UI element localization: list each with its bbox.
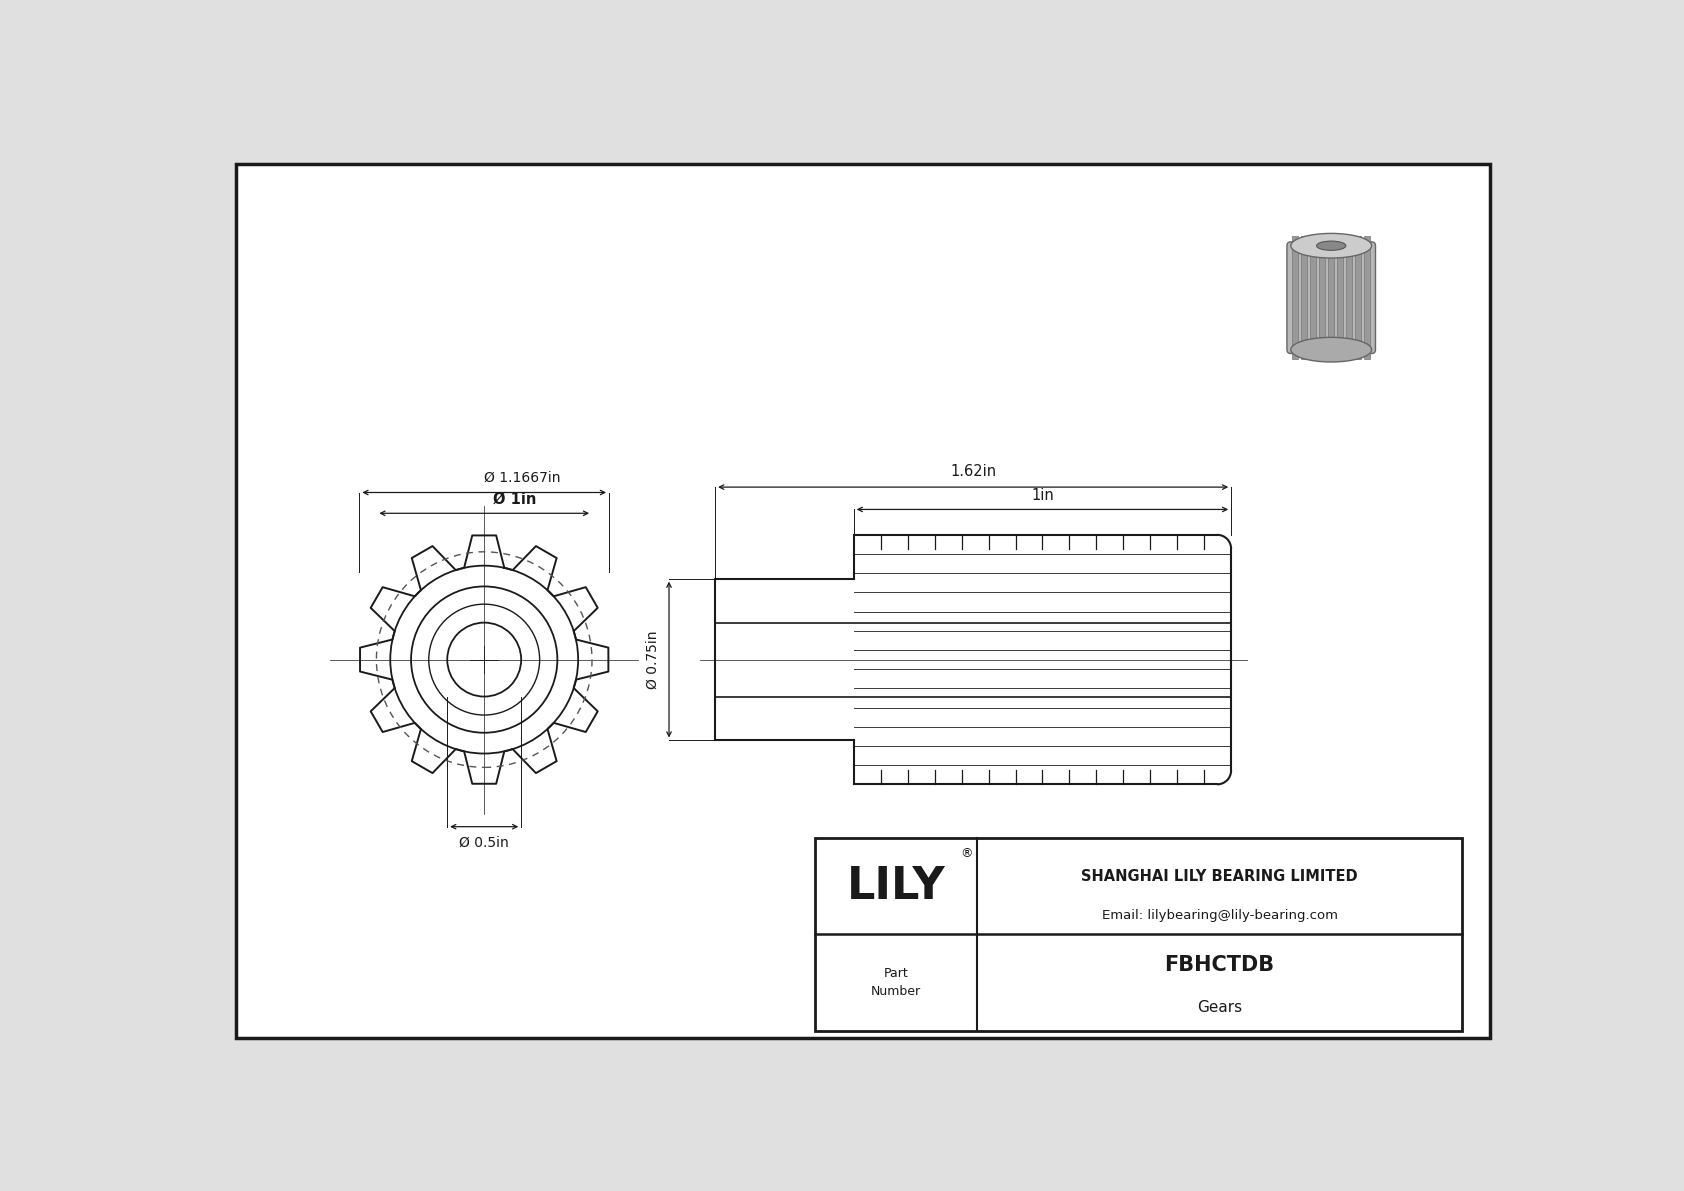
Text: 1.62in: 1.62in: [950, 464, 997, 480]
Bar: [1310, 237, 1317, 358]
Ellipse shape: [1290, 337, 1372, 362]
Text: Ø 1.1667in: Ø 1.1667in: [485, 470, 561, 485]
Text: Gears: Gears: [1197, 1000, 1243, 1015]
Text: LILY: LILY: [847, 865, 945, 908]
Text: Ø 0.75in: Ø 0.75in: [645, 630, 660, 688]
Text: FBHCTDB: FBHCTDB: [1165, 955, 1275, 975]
Text: ®: ®: [960, 848, 973, 861]
Text: Ø 0.5in: Ø 0.5in: [460, 836, 509, 850]
Bar: [1329, 237, 1334, 358]
Bar: [1302, 237, 1307, 358]
Bar: [1364, 237, 1371, 358]
Text: Email: lilybearing@lily-bearing.com: Email: lilybearing@lily-bearing.com: [1101, 909, 1337, 922]
Text: Part
Number: Part Number: [871, 967, 921, 998]
Bar: [1346, 237, 1352, 358]
Ellipse shape: [1290, 233, 1372, 258]
Text: Ø 1in: Ø 1in: [493, 492, 537, 507]
Bar: [815, 838, 1462, 1030]
FancyBboxPatch shape: [1287, 242, 1376, 354]
Bar: [1356, 237, 1361, 358]
Text: 1in: 1in: [1031, 488, 1054, 504]
Ellipse shape: [1317, 241, 1346, 250]
Text: SHANGHAI LILY BEARING LIMITED: SHANGHAI LILY BEARING LIMITED: [1081, 869, 1357, 884]
Bar: [1292, 237, 1298, 358]
Bar: [1319, 237, 1325, 358]
Bar: [1337, 237, 1344, 358]
